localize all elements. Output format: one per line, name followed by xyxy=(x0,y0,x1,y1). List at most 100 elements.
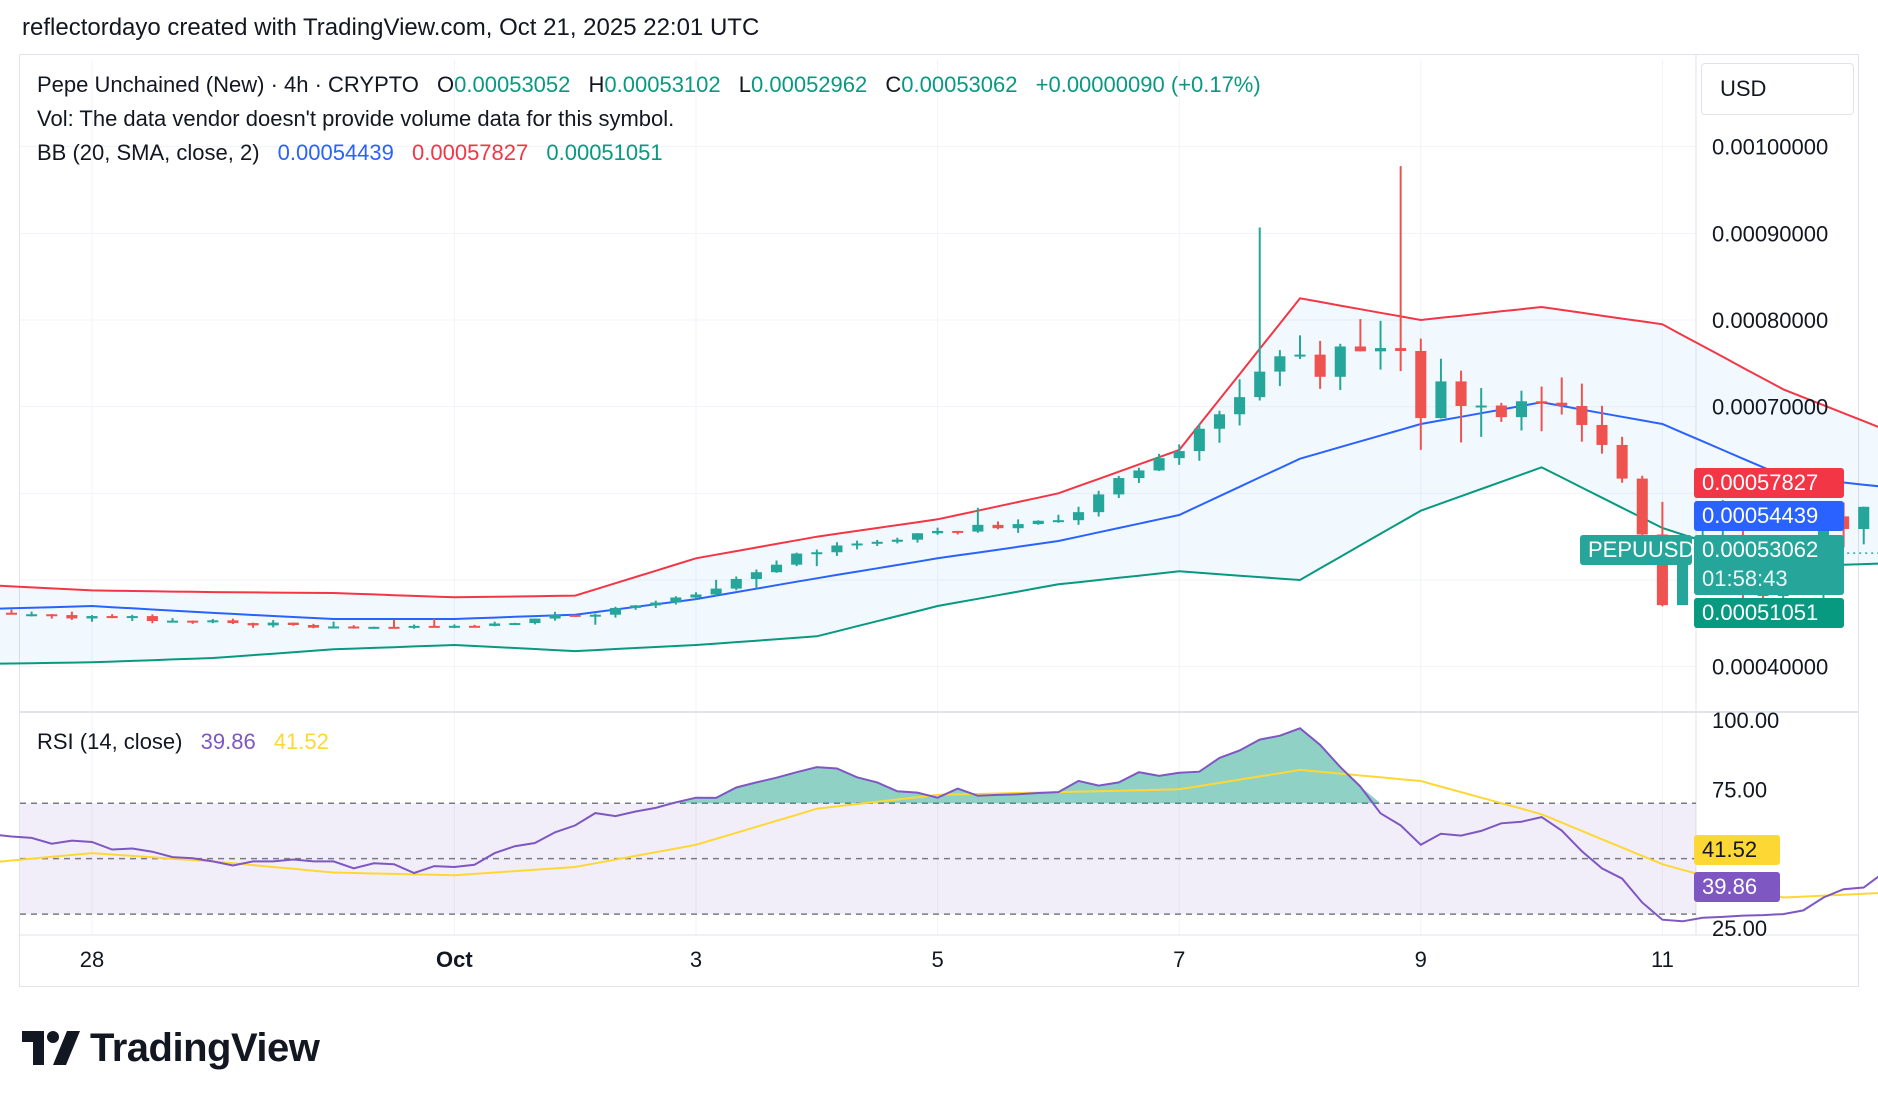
candle-body xyxy=(26,614,38,617)
candle-body xyxy=(589,614,601,617)
candle-body xyxy=(1113,478,1125,495)
rsi-legend[interactable]: RSI (14, close) 39.86 41.52 xyxy=(37,729,333,755)
candle-body xyxy=(1395,348,1407,351)
rsi-tick-label: 100.00 xyxy=(1712,708,1779,733)
candle-body xyxy=(388,626,400,629)
price-tick-label: 0.00040000 xyxy=(1712,655,1828,680)
candle-body xyxy=(630,605,642,608)
rsi-panel xyxy=(0,727,1878,923)
candle-body xyxy=(1334,346,1346,377)
candle-body xyxy=(1656,534,1668,606)
symbol-label[interactable]: Pepe Unchained (New) · 4h · CRYPTO xyxy=(37,72,419,97)
candle-body xyxy=(1616,444,1628,479)
candle-body xyxy=(1234,397,1246,415)
candle-body xyxy=(1314,354,1326,377)
volume-note: Vol: The data vendor doesn't provide vol… xyxy=(37,106,675,131)
date-tick-label: 7 xyxy=(1173,947,1185,972)
candle-body xyxy=(1676,564,1689,606)
candle-body xyxy=(1294,354,1306,357)
candle-body xyxy=(1576,405,1588,425)
candle-body xyxy=(468,625,481,628)
candle-body xyxy=(207,620,219,623)
bollinger-fill xyxy=(0,298,1878,664)
candle-body xyxy=(952,530,964,533)
candle-body xyxy=(791,553,803,565)
date-tick-label: Oct xyxy=(436,947,473,972)
date-tick-label: 3 xyxy=(690,947,702,972)
candle-body xyxy=(227,620,239,624)
candle-body xyxy=(46,614,58,617)
candle-body xyxy=(428,625,440,628)
tradingview-logo[interactable]: TradingView xyxy=(22,1026,320,1071)
last-price-tag: 0.00053062 01:58:43 xyxy=(1694,535,1844,595)
price-tick-label: 0.00090000 xyxy=(1712,221,1828,246)
symbol-tag: PEPUUSD xyxy=(1580,535,1694,565)
chart-attribution: reflectordayo created with TradingView.c… xyxy=(22,14,760,41)
candle-body xyxy=(1374,348,1387,352)
rsi-ma-value: 41.52 xyxy=(273,729,329,754)
candle-body xyxy=(1435,381,1447,419)
rsi-ma-tag: 41.52 xyxy=(1694,835,1780,865)
rsi-value: 39.86 xyxy=(200,729,256,754)
price-tick-label: 0.00070000 xyxy=(1712,395,1828,420)
candle-body xyxy=(368,626,380,629)
rsi-tick-label: 75.00 xyxy=(1712,777,1767,802)
open-value: 0.00053052 xyxy=(454,72,571,97)
candle-body xyxy=(348,626,360,629)
candle-body xyxy=(891,539,903,542)
candle-body xyxy=(489,623,501,626)
high-label: H xyxy=(588,72,605,97)
candle-body xyxy=(770,564,783,573)
date-tick-label: 28 xyxy=(80,947,104,972)
high-value: 0.00053102 xyxy=(604,72,721,97)
bb-legend[interactable]: BB (20, SMA, close, 2) 0.00054439 0.0005… xyxy=(37,140,667,166)
candle-body xyxy=(650,602,662,606)
rsi-label: RSI (14, close) xyxy=(37,729,183,754)
candle-body xyxy=(609,607,622,615)
candle-body xyxy=(750,572,762,579)
candle-body xyxy=(1636,478,1648,535)
candle-body xyxy=(106,616,118,619)
candle-body xyxy=(1052,520,1064,523)
candle-body xyxy=(1495,405,1507,418)
candle-body xyxy=(690,594,702,598)
candle-body xyxy=(307,624,320,628)
candle-body xyxy=(871,541,883,544)
candle-body xyxy=(911,533,924,540)
candle-body xyxy=(66,615,78,619)
candle-body xyxy=(1515,401,1528,418)
candle-body xyxy=(1032,520,1044,525)
open-label: O xyxy=(437,72,455,97)
date-tick-label: 5 xyxy=(931,947,943,972)
bar-countdown: 01:58:43 xyxy=(1702,566,1788,591)
candle-body xyxy=(247,623,259,626)
candle-body xyxy=(1274,356,1286,372)
close-label: C xyxy=(885,72,902,97)
candle-body xyxy=(408,625,420,628)
candle-body xyxy=(328,626,340,629)
currency-selector[interactable]: USD xyxy=(1701,63,1854,115)
bb-mid-tag: 0.00054439 xyxy=(1694,501,1844,531)
bb-upper-line xyxy=(0,297,1878,599)
candle-body xyxy=(1354,346,1366,352)
candle-body xyxy=(126,616,138,619)
price-tick-label: 0.00100000 xyxy=(1712,135,1828,160)
candle-body xyxy=(1093,494,1105,513)
candle-body xyxy=(972,524,984,532)
candle-body xyxy=(1012,524,1024,529)
rsi-tag: 39.86 xyxy=(1694,872,1780,902)
date-tick-label: 9 xyxy=(1415,947,1427,972)
candle-body xyxy=(932,530,944,534)
candle-body xyxy=(187,620,199,623)
low-value: 0.00052962 xyxy=(751,72,868,97)
bb-band-fill xyxy=(0,298,1878,664)
candle-body xyxy=(549,614,561,619)
candle-body xyxy=(710,588,722,595)
candle-body xyxy=(670,597,682,603)
candle-body xyxy=(569,614,581,617)
close-value: 0.00053062 xyxy=(901,72,1018,97)
candle-body xyxy=(267,622,279,626)
candle-body xyxy=(86,616,98,619)
candle-body xyxy=(509,623,521,626)
candle-body xyxy=(1455,381,1467,406)
